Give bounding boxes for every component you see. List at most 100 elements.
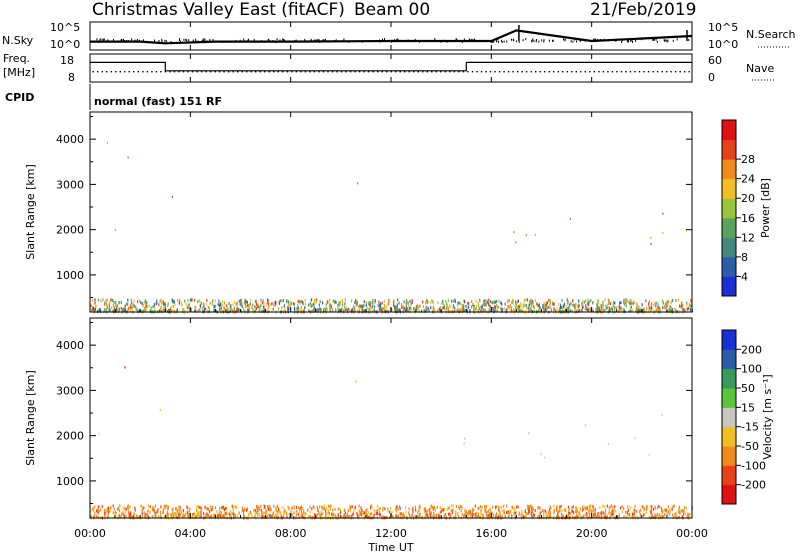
echo-point	[224, 514, 226, 518]
echo-point	[374, 300, 376, 304]
echo-point	[471, 510, 473, 514]
echo-point	[113, 301, 115, 305]
echo-point	[153, 508, 155, 512]
echo-point	[275, 513, 277, 517]
echo-point	[174, 303, 176, 307]
noise-sample	[304, 38, 306, 41]
nave-dot	[404, 71, 406, 73]
echo-point	[156, 510, 158, 514]
echo-point	[571, 509, 573, 513]
echo-point	[149, 309, 151, 313]
echo-point	[670, 301, 672, 305]
echo-point	[611, 512, 613, 516]
echo-point	[100, 299, 102, 303]
echo-point	[401, 306, 403, 310]
echo-point	[573, 303, 575, 307]
echo-point	[176, 512, 178, 516]
echo-point	[102, 298, 104, 302]
echo-point	[182, 512, 184, 516]
noise-sample	[617, 38, 619, 41]
echo-point	[128, 509, 130, 513]
echo-point	[529, 505, 531, 509]
echo-point	[248, 307, 251, 311]
echo-point	[217, 514, 219, 517]
echo-point	[154, 504, 157, 508]
echo-point	[621, 505, 623, 508]
echo-point	[447, 506, 449, 510]
echo-point	[208, 515, 210, 519]
echo-point	[395, 508, 397, 512]
echo-point	[655, 301, 657, 305]
echo-point	[134, 508, 136, 512]
noise-sample	[592, 39, 594, 42]
echo-point	[424, 514, 426, 518]
echo-point	[544, 509, 546, 513]
echo-point	[482, 308, 484, 312]
echo-point	[592, 309, 594, 313]
echo-point	[571, 309, 573, 313]
echo-point	[664, 306, 666, 310]
time-tick-label: 20:00	[576, 527, 608, 540]
echo-point	[588, 512, 590, 516]
echo-point	[236, 308, 238, 312]
echo-point	[658, 513, 660, 517]
nave-dot	[119, 71, 121, 73]
echo-point	[269, 506, 271, 510]
echo-point	[191, 298, 193, 302]
time-tick-label: 16:00	[475, 527, 507, 540]
echo-point	[595, 307, 597, 311]
freq-tick-bottom: 8	[68, 71, 75, 84]
echo-point	[324, 504, 326, 508]
echo-point	[549, 301, 551, 305]
echo-point	[177, 509, 179, 513]
echo-point	[680, 305, 682, 309]
echo-point	[226, 308, 228, 312]
echo-point	[579, 507, 581, 511]
colorbar-swatch	[722, 120, 736, 141]
noise-sample	[443, 39, 445, 42]
echo-point	[515, 303, 517, 307]
noise-sample	[246, 40, 248, 43]
echo-point	[455, 510, 457, 513]
nave-dot	[435, 71, 437, 73]
noise-sample	[185, 38, 187, 41]
echo-point	[563, 508, 565, 512]
nave-dot	[300, 71, 302, 73]
echo-point	[681, 304, 683, 308]
echo-point	[353, 304, 355, 308]
echo-point	[475, 299, 477, 303]
echo-point	[91, 299, 94, 303]
noise-sample	[313, 39, 315, 42]
echo-point	[648, 453, 650, 457]
echo-point	[237, 514, 239, 518]
echo-point	[245, 305, 247, 308]
echo-point	[361, 512, 364, 516]
echo-point	[107, 512, 109, 516]
echo-point	[93, 505, 95, 509]
echo-point	[157, 508, 159, 512]
nave-dot	[562, 71, 564, 73]
echo-point	[458, 300, 460, 304]
echo-point	[668, 309, 670, 313]
echo-point	[397, 298, 399, 302]
echo-point	[484, 509, 486, 513]
velocity-range-axis-label: Slant Range [km]	[24, 370, 37, 466]
echo-point	[496, 309, 498, 313]
echo-point	[118, 515, 120, 519]
echo-point	[667, 300, 669, 304]
echo-point	[478, 304, 480, 308]
echo-point	[141, 508, 143, 512]
nave-dot	[191, 71, 194, 73]
echo-point	[585, 304, 587, 308]
echo-point	[494, 309, 496, 313]
echo-point	[606, 514, 609, 518]
echo-point	[689, 512, 691, 516]
echo-point	[469, 509, 471, 513]
echo-point	[378, 507, 380, 511]
echo-point	[425, 309, 427, 313]
echo-point	[464, 511, 467, 515]
echo-point	[112, 504, 114, 508]
nave-dot	[607, 71, 609, 73]
echo-point	[497, 513, 499, 517]
echo-point	[188, 307, 190, 311]
